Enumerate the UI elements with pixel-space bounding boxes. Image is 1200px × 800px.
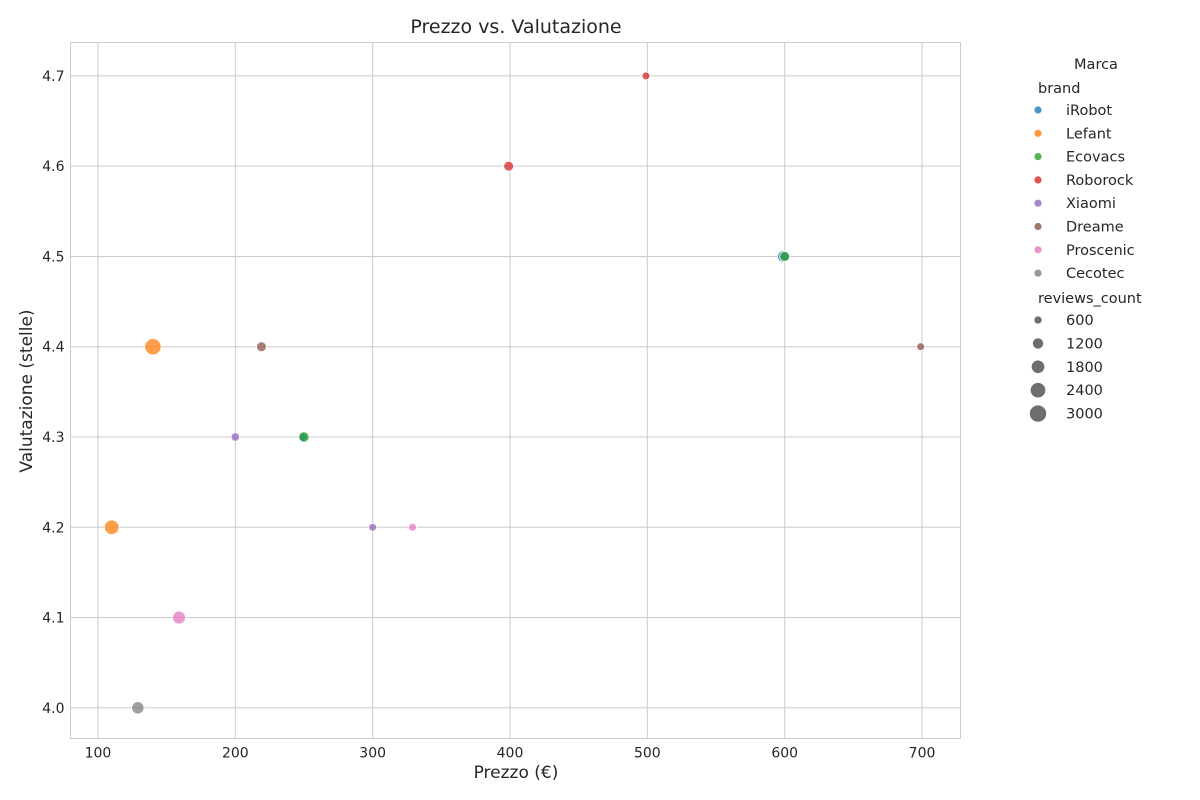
point-xiaomi-1 <box>230 432 240 442</box>
legend-marker-proscenic <box>1034 246 1042 254</box>
point-cecotec-1 <box>131 701 145 715</box>
legend-label-dreame: Dreame <box>1066 220 1124 236</box>
legend-size-marker-600 <box>1034 316 1042 324</box>
y-tick-labels: 4.0 4.1 4.2 4.3 4.4 4.5 4.6 4.7 <box>42 69 64 717</box>
point-ecovacs-1 <box>298 431 310 443</box>
y-tick-label: 4.1 <box>42 611 64 627</box>
x-tick-label: 600 <box>771 746 798 762</box>
legend-size-label-600: 600 <box>1066 313 1094 329</box>
legend-size-marker-3000 <box>1029 405 1047 422</box>
legend-label-cecotec: Cecotec <box>1066 266 1124 282</box>
legend-size-label-1800: 1800 <box>1066 360 1103 376</box>
legend-marker-xiaomi <box>1034 199 1042 207</box>
legend-label-ecovacs: Ecovacs <box>1066 150 1125 166</box>
point-proscenic-1 <box>172 610 186 625</box>
y-tick-label: 4.2 <box>42 520 64 536</box>
legend-size-marker-2400 <box>1030 382 1046 398</box>
x-tick-label: 200 <box>222 746 249 762</box>
legend-label-irobot: iRobot <box>1066 103 1112 119</box>
y-tick-label: 4.6 <box>42 159 64 175</box>
x-tick-label: 500 <box>634 746 661 762</box>
x-tick-label: 300 <box>359 746 386 762</box>
y-tick-label: 4.3 <box>42 430 64 446</box>
legend-label-roborock: Roborock <box>1066 173 1134 189</box>
y-axis-label: Valutazione (stelle) <box>17 309 37 472</box>
legend-marker-roborock <box>1034 176 1042 184</box>
y-tick-label: 4.7 <box>42 69 64 85</box>
x-axis-label: Prezzo (€) <box>474 763 559 783</box>
legend-marker-irobot <box>1034 106 1042 114</box>
legend-size-label-3000: 3000 <box>1066 407 1103 423</box>
x-tick-label: 700 <box>909 746 936 762</box>
plot-area-frame <box>70 42 961 739</box>
point-roborock-2 <box>503 160 514 172</box>
x-tick-labels: 100 200 300 400 500 600 700 <box>85 746 936 762</box>
grid-lines <box>70 42 961 739</box>
x-tick-label: 100 <box>85 746 112 762</box>
legend-marker-ecovacs <box>1034 153 1042 161</box>
legend-size-title: reviews_count <box>1038 291 1142 307</box>
legend-title: Marca <box>1074 57 1118 73</box>
legend-size-label-2400: 2400 <box>1066 383 1103 399</box>
point-dreame-1 <box>256 341 267 353</box>
legend-marker-lefant <box>1034 129 1042 137</box>
legend-size-marker-1800 <box>1031 360 1045 374</box>
chart-title: Prezzo vs. Valutazione <box>410 16 621 38</box>
legend-hue-entries: iRobot Lefant Ecovacs Roborock Xiaomi Dreame P… <box>1034 103 1135 282</box>
x-tick-label: 400 <box>497 746 524 762</box>
point-roborock-1 <box>641 71 651 81</box>
point-xiaomi-2 <box>368 522 378 532</box>
legend-hue-title: brand <box>1038 81 1080 97</box>
y-tick-label: 4.5 <box>42 249 64 265</box>
legend-label-xiaomi: Xiaomi <box>1066 196 1116 212</box>
y-tick-label: 4.4 <box>42 340 64 356</box>
legend-size-marker-1200 <box>1032 338 1044 349</box>
data-points <box>103 71 926 715</box>
y-tick-label: 4.0 <box>42 701 64 717</box>
point-dreame-2 <box>916 342 926 352</box>
legend-size-entries: 600 1200 1800 2400 3000 <box>1029 313 1103 423</box>
legend-marker-cecotec <box>1034 269 1042 277</box>
point-lefant-1 <box>144 338 162 356</box>
point-proscenic-2 <box>408 522 417 532</box>
legend-label-proscenic: Proscenic <box>1066 243 1135 259</box>
point-ecovacs-2 <box>779 251 791 262</box>
legend-marker-dreame <box>1034 222 1042 231</box>
point-lefant-2 <box>103 519 120 535</box>
legend: Marca brand iRobot Lefant Ecovacs Roborock X… <box>1029 57 1142 423</box>
legend-size-label-1200: 1200 <box>1066 336 1103 352</box>
legend-label-lefant: Lefant <box>1066 126 1112 142</box>
